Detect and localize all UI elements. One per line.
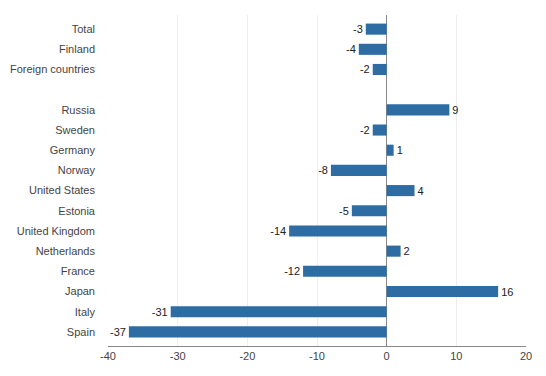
svg-text:-20: -20 xyxy=(239,350,255,362)
svg-text:Japan: Japan xyxy=(65,285,95,297)
svg-text:-2: -2 xyxy=(360,63,370,75)
svg-text:Norway: Norway xyxy=(58,164,96,176)
svg-text:Sweden: Sweden xyxy=(55,124,95,136)
svg-text:16: 16 xyxy=(501,286,513,298)
svg-text:United States: United States xyxy=(29,184,96,196)
svg-text:Finland: Finland xyxy=(59,43,95,55)
svg-text:Total: Total xyxy=(72,23,95,35)
svg-text:Germany: Germany xyxy=(50,144,96,156)
svg-text:-5: -5 xyxy=(339,205,349,217)
svg-text:Foreign countries: Foreign countries xyxy=(10,63,95,75)
svg-text:-14: -14 xyxy=(270,225,286,237)
svg-text:Russia: Russia xyxy=(61,104,96,116)
svg-text:Spain: Spain xyxy=(67,326,95,338)
svg-text:20: 20 xyxy=(520,350,532,362)
svg-text:-3: -3 xyxy=(353,23,363,35)
svg-text:-40: -40 xyxy=(100,350,116,362)
svg-text:2: 2 xyxy=(404,245,410,257)
svg-text:-4: -4 xyxy=(346,43,356,55)
svg-text:Estonia: Estonia xyxy=(58,205,96,217)
svg-text:9: 9 xyxy=(452,104,458,116)
svg-text:4: 4 xyxy=(418,185,424,197)
svg-text:France: France xyxy=(61,265,95,277)
svg-text:-2: -2 xyxy=(360,124,370,136)
svg-text:-10: -10 xyxy=(309,350,325,362)
svg-text:United Kingdom: United Kingdom xyxy=(17,225,95,237)
svg-text:-31: -31 xyxy=(152,306,168,318)
svg-text:-30: -30 xyxy=(170,350,186,362)
svg-text:-12: -12 xyxy=(284,265,300,277)
svg-text:0: 0 xyxy=(384,350,390,362)
svg-text:-37: -37 xyxy=(110,326,126,338)
svg-text:-8: -8 xyxy=(318,164,328,176)
svg-text:10: 10 xyxy=(450,350,462,362)
svg-text:Netherlands: Netherlands xyxy=(36,245,96,257)
svg-text:Italy: Italy xyxy=(75,306,96,318)
svg-text:1: 1 xyxy=(397,144,403,156)
